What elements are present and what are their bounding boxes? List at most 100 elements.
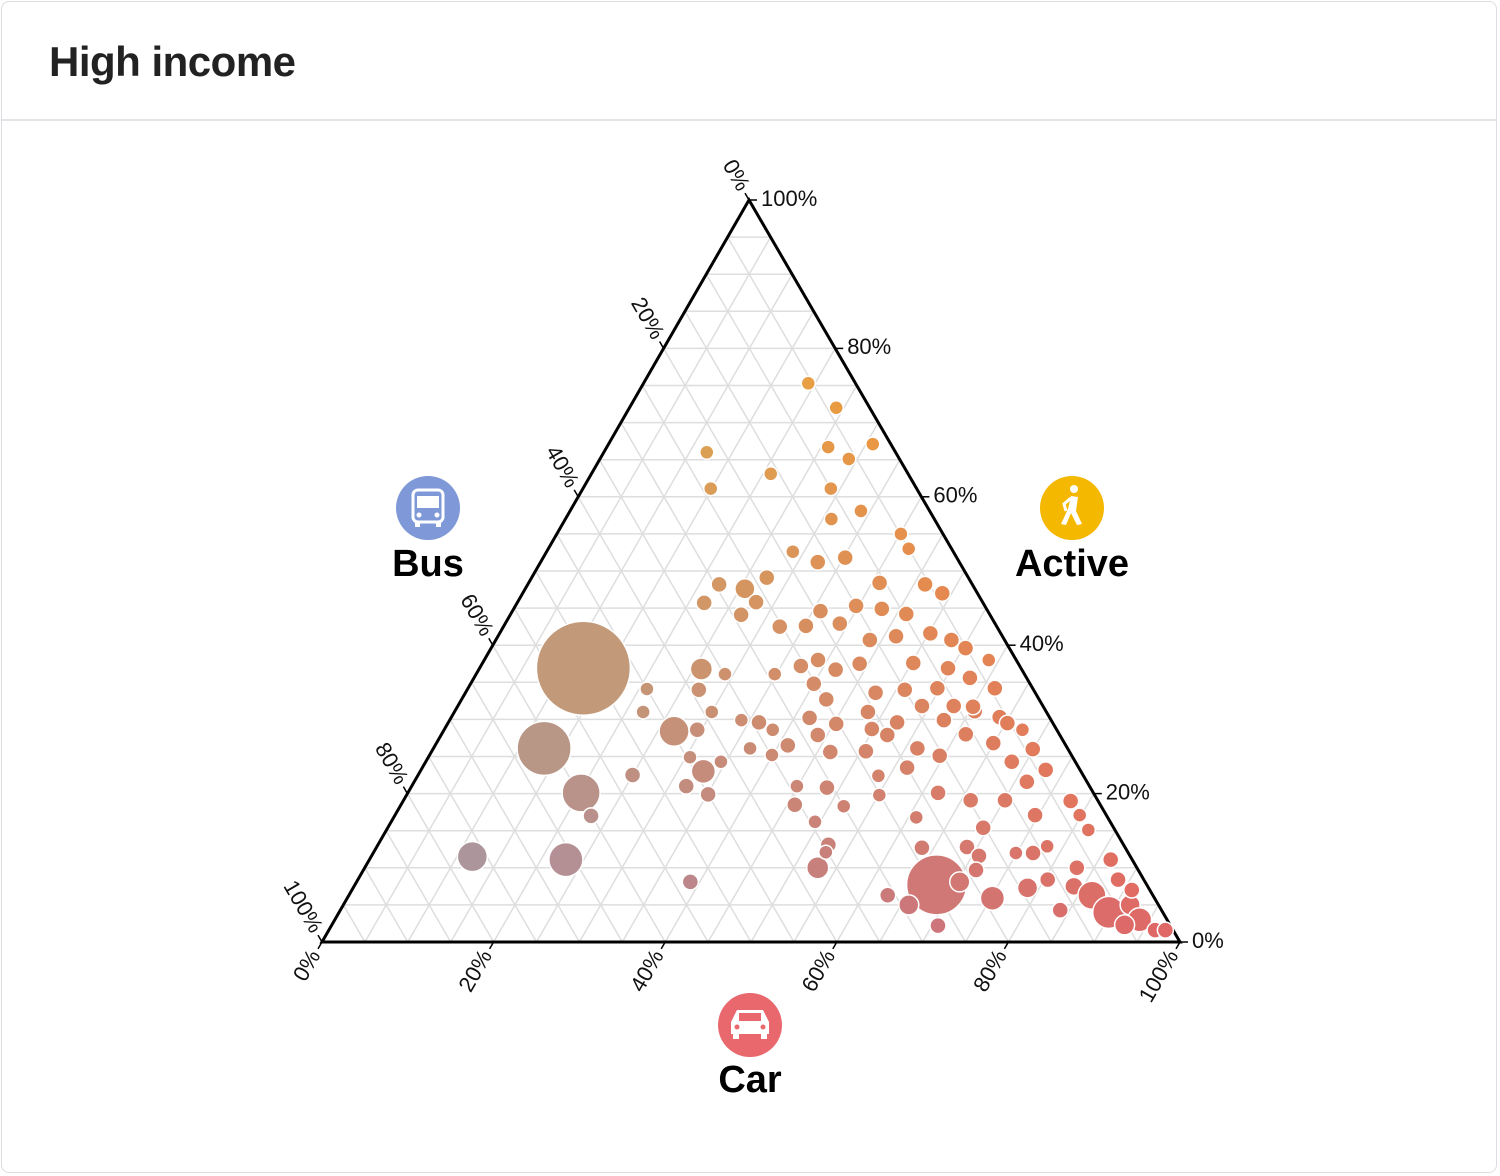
point [898, 758, 916, 777]
point [921, 624, 940, 643]
point [766, 666, 783, 682]
point [913, 839, 931, 857]
point [750, 713, 768, 732]
point [898, 894, 920, 916]
point [1024, 844, 1042, 862]
point [710, 575, 728, 594]
point [704, 704, 720, 720]
point [870, 574, 889, 592]
point [807, 814, 823, 830]
point [964, 698, 982, 716]
point [970, 847, 988, 865]
point [789, 778, 805, 794]
grid-line [450, 310, 815, 943]
point [1071, 807, 1088, 823]
point [933, 584, 952, 603]
point [820, 439, 836, 455]
tick-label: 0% [1192, 928, 1224, 953]
point [841, 451, 857, 467]
grid-line [449, 719, 581, 943]
point [1039, 838, 1055, 855]
point [861, 631, 879, 649]
point [800, 375, 817, 392]
point [1026, 806, 1044, 824]
tick-label: 40% [541, 441, 585, 492]
point [764, 747, 780, 763]
tick-label: 60% [455, 590, 499, 641]
tick-label: 40% [625, 945, 669, 996]
tick-mark [317, 934, 323, 943]
point [828, 400, 844, 416]
point [865, 436, 881, 452]
point [866, 683, 885, 702]
point [847, 597, 865, 615]
axis-name: Bus [392, 543, 464, 585]
point [928, 679, 947, 697]
point [764, 722, 781, 738]
point [939, 659, 957, 677]
point [818, 778, 836, 797]
point [957, 725, 975, 743]
point [1101, 850, 1120, 869]
point [1018, 772, 1036, 791]
point [967, 861, 985, 879]
tick-mark [317, 941, 323, 950]
point [809, 651, 827, 669]
tick-mark [658, 341, 665, 349]
point [797, 617, 815, 635]
grid-line [598, 459, 881, 943]
tick-label: 80% [847, 334, 891, 359]
point [809, 726, 827, 744]
point [835, 798, 852, 814]
point [690, 758, 717, 785]
point [949, 871, 971, 893]
tick-mark [660, 941, 666, 950]
grid-line [406, 793, 495, 943]
point [893, 526, 909, 542]
point [857, 742, 875, 761]
point [688, 721, 706, 739]
point [516, 720, 572, 777]
point [1113, 914, 1136, 936]
point [904, 654, 923, 672]
point [713, 753, 729, 770]
point [981, 652, 997, 668]
point [1038, 870, 1057, 889]
tick-label: 100% [1134, 945, 1184, 1006]
grid-line [342, 904, 366, 943]
point [818, 844, 834, 860]
point [961, 791, 980, 810]
point [888, 713, 906, 732]
car-icon [718, 993, 782, 1057]
tick-mark [1003, 941, 1010, 950]
tick-label: 0% [288, 945, 326, 985]
point [763, 466, 779, 482]
tick-mark [402, 786, 409, 794]
point [873, 600, 891, 618]
point [732, 606, 750, 624]
point [986, 679, 1004, 697]
point [817, 690, 836, 709]
point [734, 578, 756, 600]
point [747, 593, 765, 611]
point [757, 568, 776, 587]
point [1109, 870, 1127, 889]
grid-line [684, 310, 1052, 943]
grid-line [364, 236, 772, 943]
tick-mark [1175, 941, 1181, 950]
point [623, 766, 642, 784]
point [1156, 921, 1175, 939]
point [805, 856, 830, 880]
point [887, 627, 905, 646]
tick-label: 100% [761, 186, 817, 211]
point [771, 617, 789, 636]
chart-title: High income [49, 38, 296, 85]
point [823, 480, 839, 497]
point [1008, 845, 1024, 861]
tick-label: 60% [796, 945, 840, 996]
point [831, 614, 849, 633]
point [935, 711, 953, 729]
point [1051, 901, 1069, 919]
tick-label: 20% [453, 945, 497, 996]
point [823, 511, 840, 527]
